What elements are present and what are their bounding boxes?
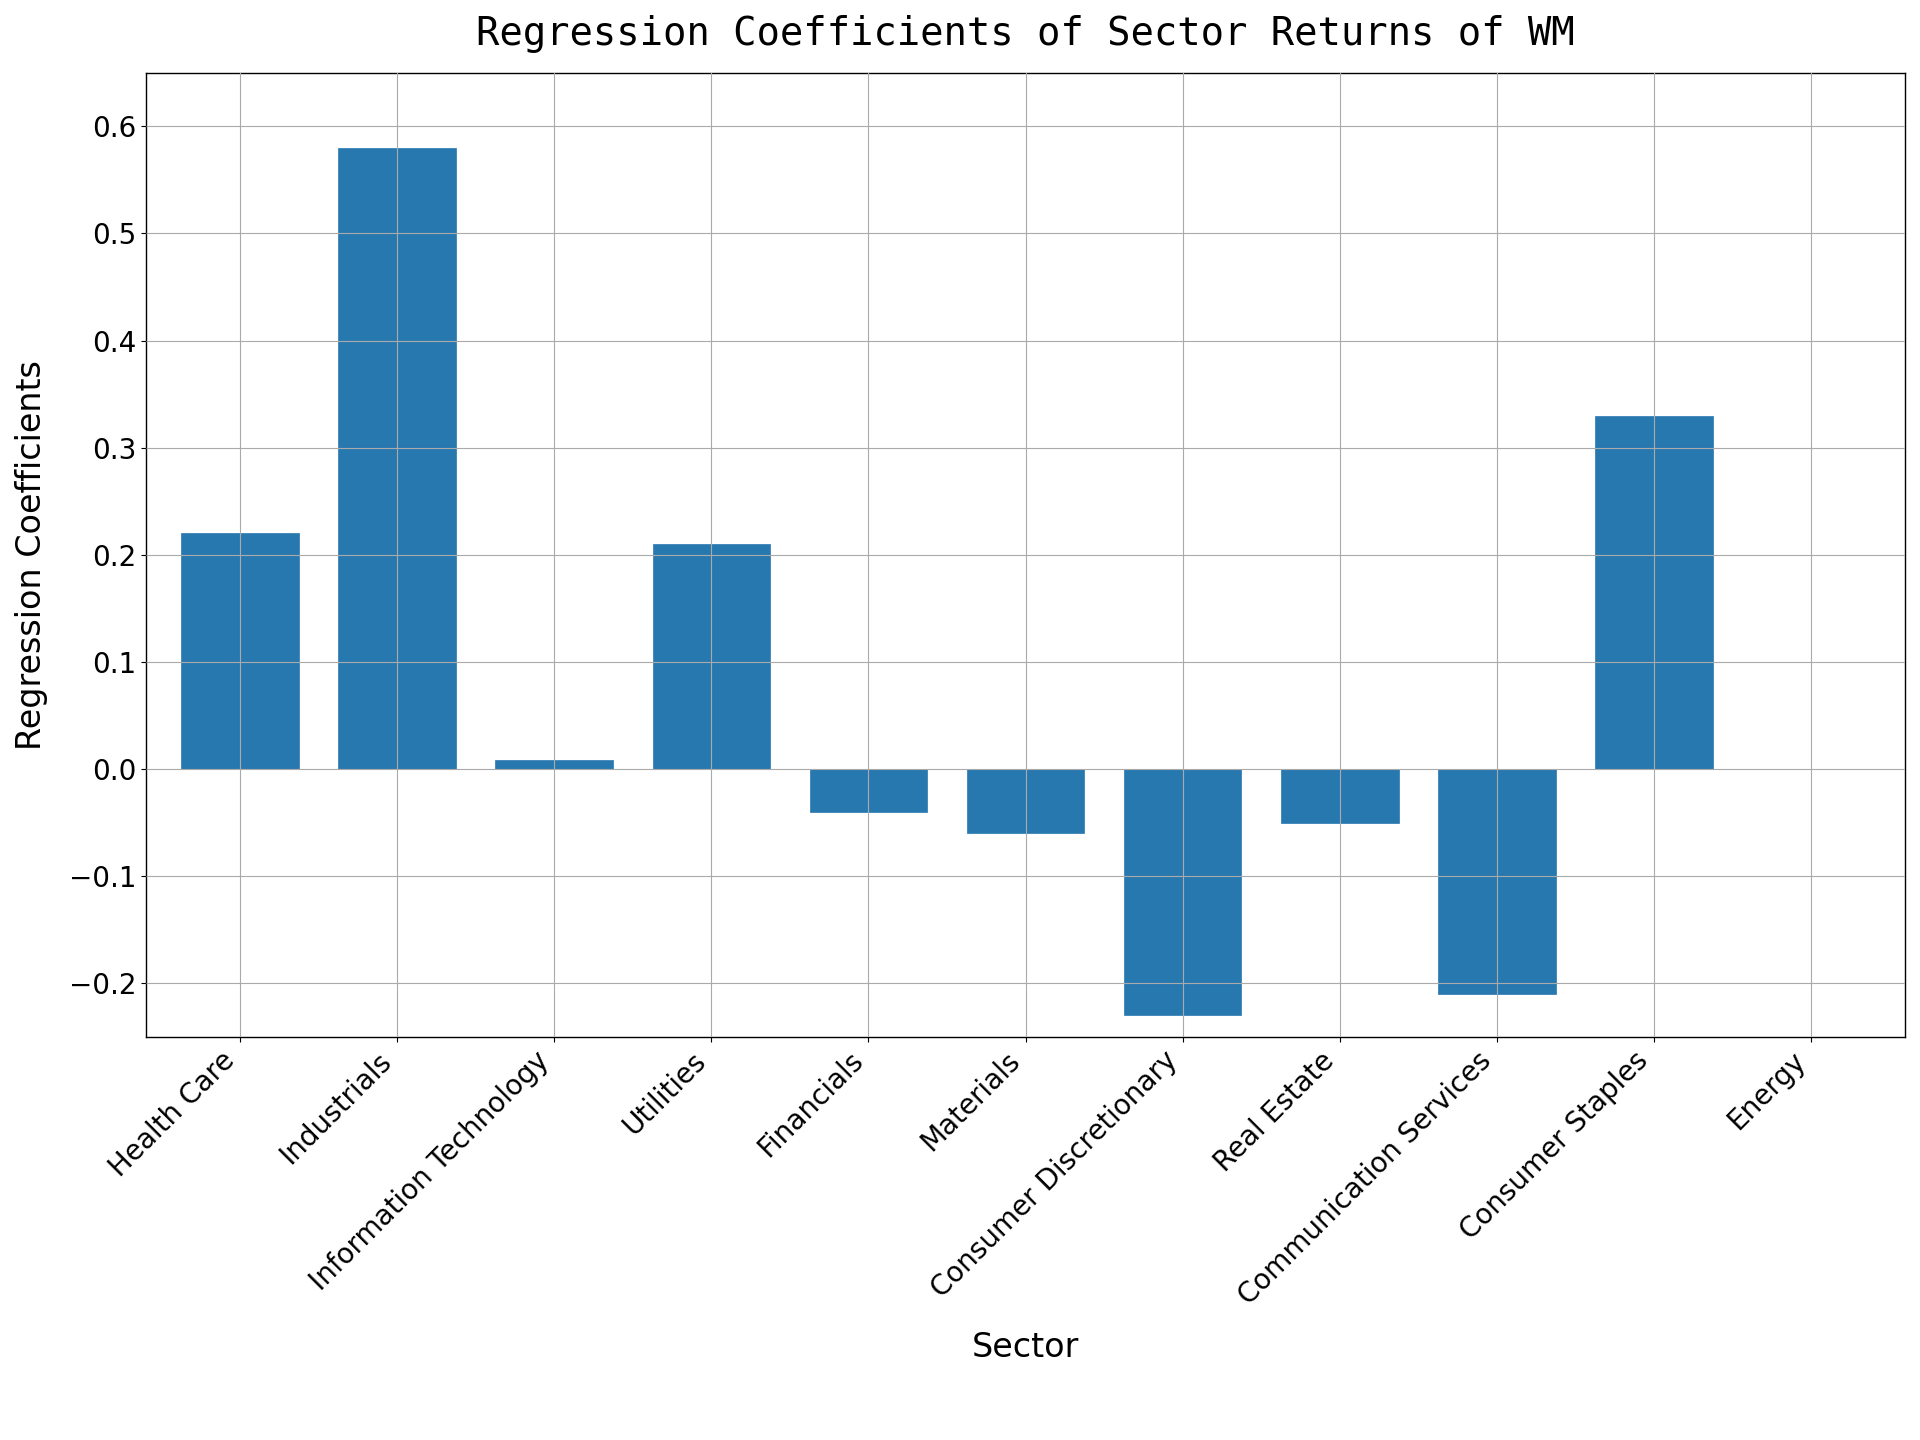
- Title: Regression Coefficients of Sector Returns of WM: Regression Coefficients of Sector Return…: [476, 14, 1574, 53]
- Bar: [1438, 769, 1555, 994]
- Bar: [1596, 416, 1713, 769]
- Bar: [1123, 769, 1242, 1015]
- Bar: [495, 760, 612, 769]
- Bar: [653, 544, 770, 769]
- X-axis label: Sector: Sector: [972, 1331, 1079, 1364]
- Bar: [1281, 769, 1398, 822]
- Bar: [338, 148, 457, 769]
- Y-axis label: Regression Coefficients: Regression Coefficients: [15, 360, 48, 750]
- Bar: [180, 533, 300, 769]
- Bar: [966, 769, 1085, 834]
- Bar: [810, 769, 927, 812]
